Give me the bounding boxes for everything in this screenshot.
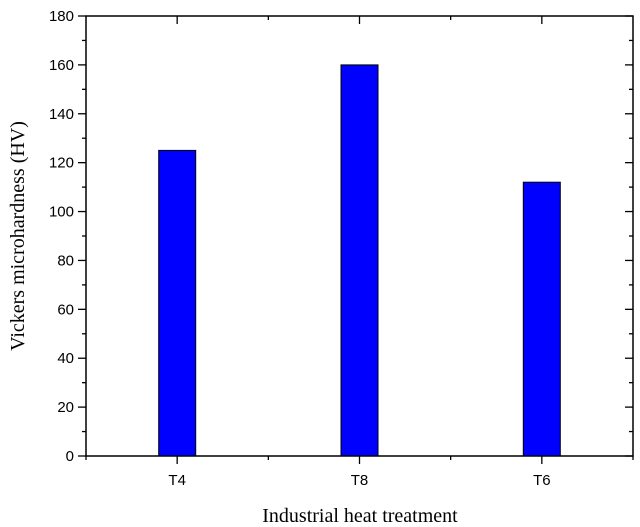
y-tick-label: 0 bbox=[66, 448, 74, 465]
x-tick-label: T8 bbox=[351, 472, 369, 489]
x-axis-ticks: T4 T8 T6 bbox=[85, 16, 634, 489]
y-tick-label: 160 bbox=[49, 57, 74, 74]
y-tick-label: 60 bbox=[57, 301, 74, 318]
y-tick-label: 80 bbox=[57, 252, 74, 269]
bars-group bbox=[158, 64, 561, 457]
bar-t4 bbox=[158, 149, 197, 457]
bar-t8 bbox=[340, 64, 379, 457]
y-tick-label: 20 bbox=[57, 399, 74, 416]
y-tick-label: 40 bbox=[57, 350, 74, 367]
y-axis-title: Vickers microhardness (HV) bbox=[7, 121, 29, 351]
y-tick-label: 120 bbox=[49, 155, 74, 172]
x-tick-label: T6 bbox=[533, 472, 551, 489]
x-tick-label: T4 bbox=[168, 472, 186, 489]
y-axis-ticks: 0 20 40 60 80 100 120 140 160 180 bbox=[49, 8, 633, 465]
x-axis-title: Industrial heat treatment bbox=[262, 505, 458, 527]
y-tick-label: 180 bbox=[49, 8, 74, 25]
bar-t6 bbox=[522, 181, 561, 457]
y-tick-label: 100 bbox=[49, 204, 74, 221]
y-tick-label: 140 bbox=[49, 106, 74, 123]
